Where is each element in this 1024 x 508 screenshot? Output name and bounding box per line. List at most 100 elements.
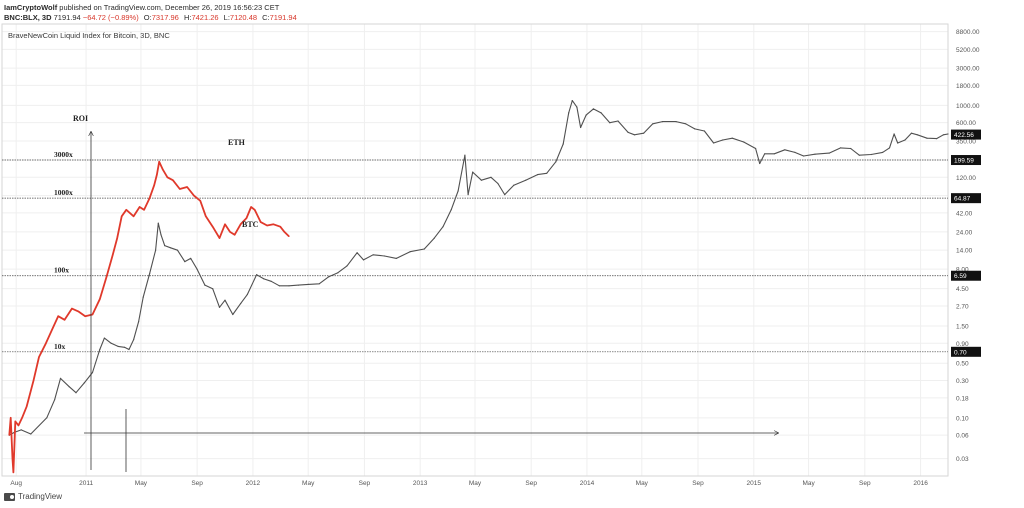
btc-point — [814, 153, 816, 155]
btc-point — [882, 151, 884, 153]
btc-point — [652, 123, 654, 125]
x-tick-label: May — [802, 480, 815, 487]
btc-point — [164, 245, 166, 247]
price-badge-bg — [951, 270, 981, 281]
published-text: published on TradingView.com, December 2… — [59, 3, 280, 12]
btc-point — [395, 257, 397, 259]
y-tick-label: 42.00 — [956, 210, 973, 217]
eth-point — [166, 176, 168, 178]
btc-point — [176, 249, 179, 251]
btc-point — [298, 284, 300, 286]
eth-point — [21, 417, 23, 419]
btc-point — [110, 342, 112, 344]
btc-point — [870, 153, 872, 156]
y-tick-label: 1000.00 — [956, 103, 980, 110]
publish-line: IamCryptoWolf published on TradingView.c… — [4, 3, 279, 12]
price-badge-label: 64.87 — [954, 196, 971, 203]
x-tick-label: May — [636, 480, 649, 487]
price-badge-label: 199.59 — [954, 158, 974, 165]
y-tick-label: 24.00 — [956, 229, 973, 236]
btc-point — [75, 392, 77, 394]
eth-point — [121, 215, 123, 217]
x-tick-label: Sep — [525, 480, 537, 487]
btc-point — [99, 348, 101, 351]
series-lines — [8, 100, 949, 474]
eth-point — [179, 188, 181, 190]
btc-point — [328, 276, 330, 278]
annotations: ROI ETH BTC — [73, 114, 778, 472]
btc-point — [713, 142, 715, 144]
btc-point — [246, 293, 248, 295]
btc-point — [149, 273, 151, 275]
x-tick-label: 2016 — [913, 480, 928, 487]
y-tick-label: 0.18 — [956, 395, 969, 402]
btc-point — [204, 284, 206, 286]
btc-point — [46, 417, 48, 419]
btc-point — [103, 337, 105, 339]
y-tick-label: 350.00 — [956, 138, 976, 145]
btc-point — [480, 179, 482, 181]
x-tick-label: Sep — [859, 480, 871, 487]
roi-level-label: 100x — [54, 266, 69, 275]
eth-point — [125, 209, 127, 211]
eth-point — [149, 197, 151, 199]
eth-point — [10, 417, 12, 419]
btc-point — [936, 138, 938, 140]
eth-point — [91, 313, 94, 316]
btc-point — [784, 149, 786, 151]
y-tick-label: 0.30 — [956, 378, 969, 385]
btc-point — [497, 182, 499, 185]
eth-point — [45, 342, 47, 344]
x-tick-label: May — [135, 480, 148, 487]
btc-point — [893, 133, 895, 135]
btc-point — [627, 131, 629, 133]
eth-point — [240, 223, 242, 225]
btc-point — [703, 130, 706, 132]
low-value: 7120.48 — [229, 13, 258, 22]
y-tick-label: 3000.00 — [956, 66, 980, 73]
y-tick-label: 8.00 — [956, 267, 969, 274]
price-badge-bg — [951, 129, 981, 140]
btc-point — [617, 120, 619, 122]
ohlc-line: BNC:BLX, 3D 7191.94 −64.72 (−0.89%) O:73… — [4, 13, 297, 22]
y-tick-label: 5200.00 — [956, 47, 980, 54]
btc-point — [346, 265, 348, 267]
eth-point — [279, 226, 281, 228]
eth-point — [38, 356, 40, 358]
eth-point — [106, 275, 108, 277]
x-tick-label: 2015 — [747, 480, 762, 487]
btc-point — [858, 154, 860, 156]
x-tick-label: Aug — [10, 480, 22, 487]
tradingview-footer[interactable]: TradingView — [4, 492, 62, 501]
btc-point — [356, 252, 358, 254]
btc-point — [157, 222, 159, 224]
btc-point — [546, 172, 548, 174]
tradingview-logo-icon — [4, 492, 15, 501]
y-tick-label: 0.90 — [956, 341, 969, 348]
eth-series-line — [8, 160, 290, 474]
btc-point — [123, 346, 126, 348]
btc-point — [722, 139, 724, 141]
btc-point — [83, 382, 85, 384]
eth-point — [71, 308, 73, 310]
btc-point — [133, 339, 135, 341]
eth-point — [199, 200, 201, 202]
eth-point — [260, 221, 262, 223]
close-value: 7191.94 — [269, 13, 297, 22]
btc-point — [562, 143, 564, 145]
y-tick-label: 8800.00 — [956, 29, 980, 36]
btc-point — [170, 247, 172, 249]
eth-point — [229, 231, 231, 233]
eth-point — [14, 420, 16, 422]
eth-point — [11, 458, 14, 460]
x-axis: Aug 2011 May Sep 2012 May Sep 2013 May Sep 2014 May… — [10, 480, 928, 487]
btc-point — [190, 257, 192, 259]
btc-point — [910, 132, 913, 134]
btc-point — [609, 122, 611, 124]
eth-point — [254, 209, 256, 211]
btc-point — [30, 433, 32, 435]
y-tick-label: 14.00 — [956, 248, 973, 255]
price-badge-label: 0.70 — [954, 349, 967, 356]
eth-point — [64, 319, 66, 321]
